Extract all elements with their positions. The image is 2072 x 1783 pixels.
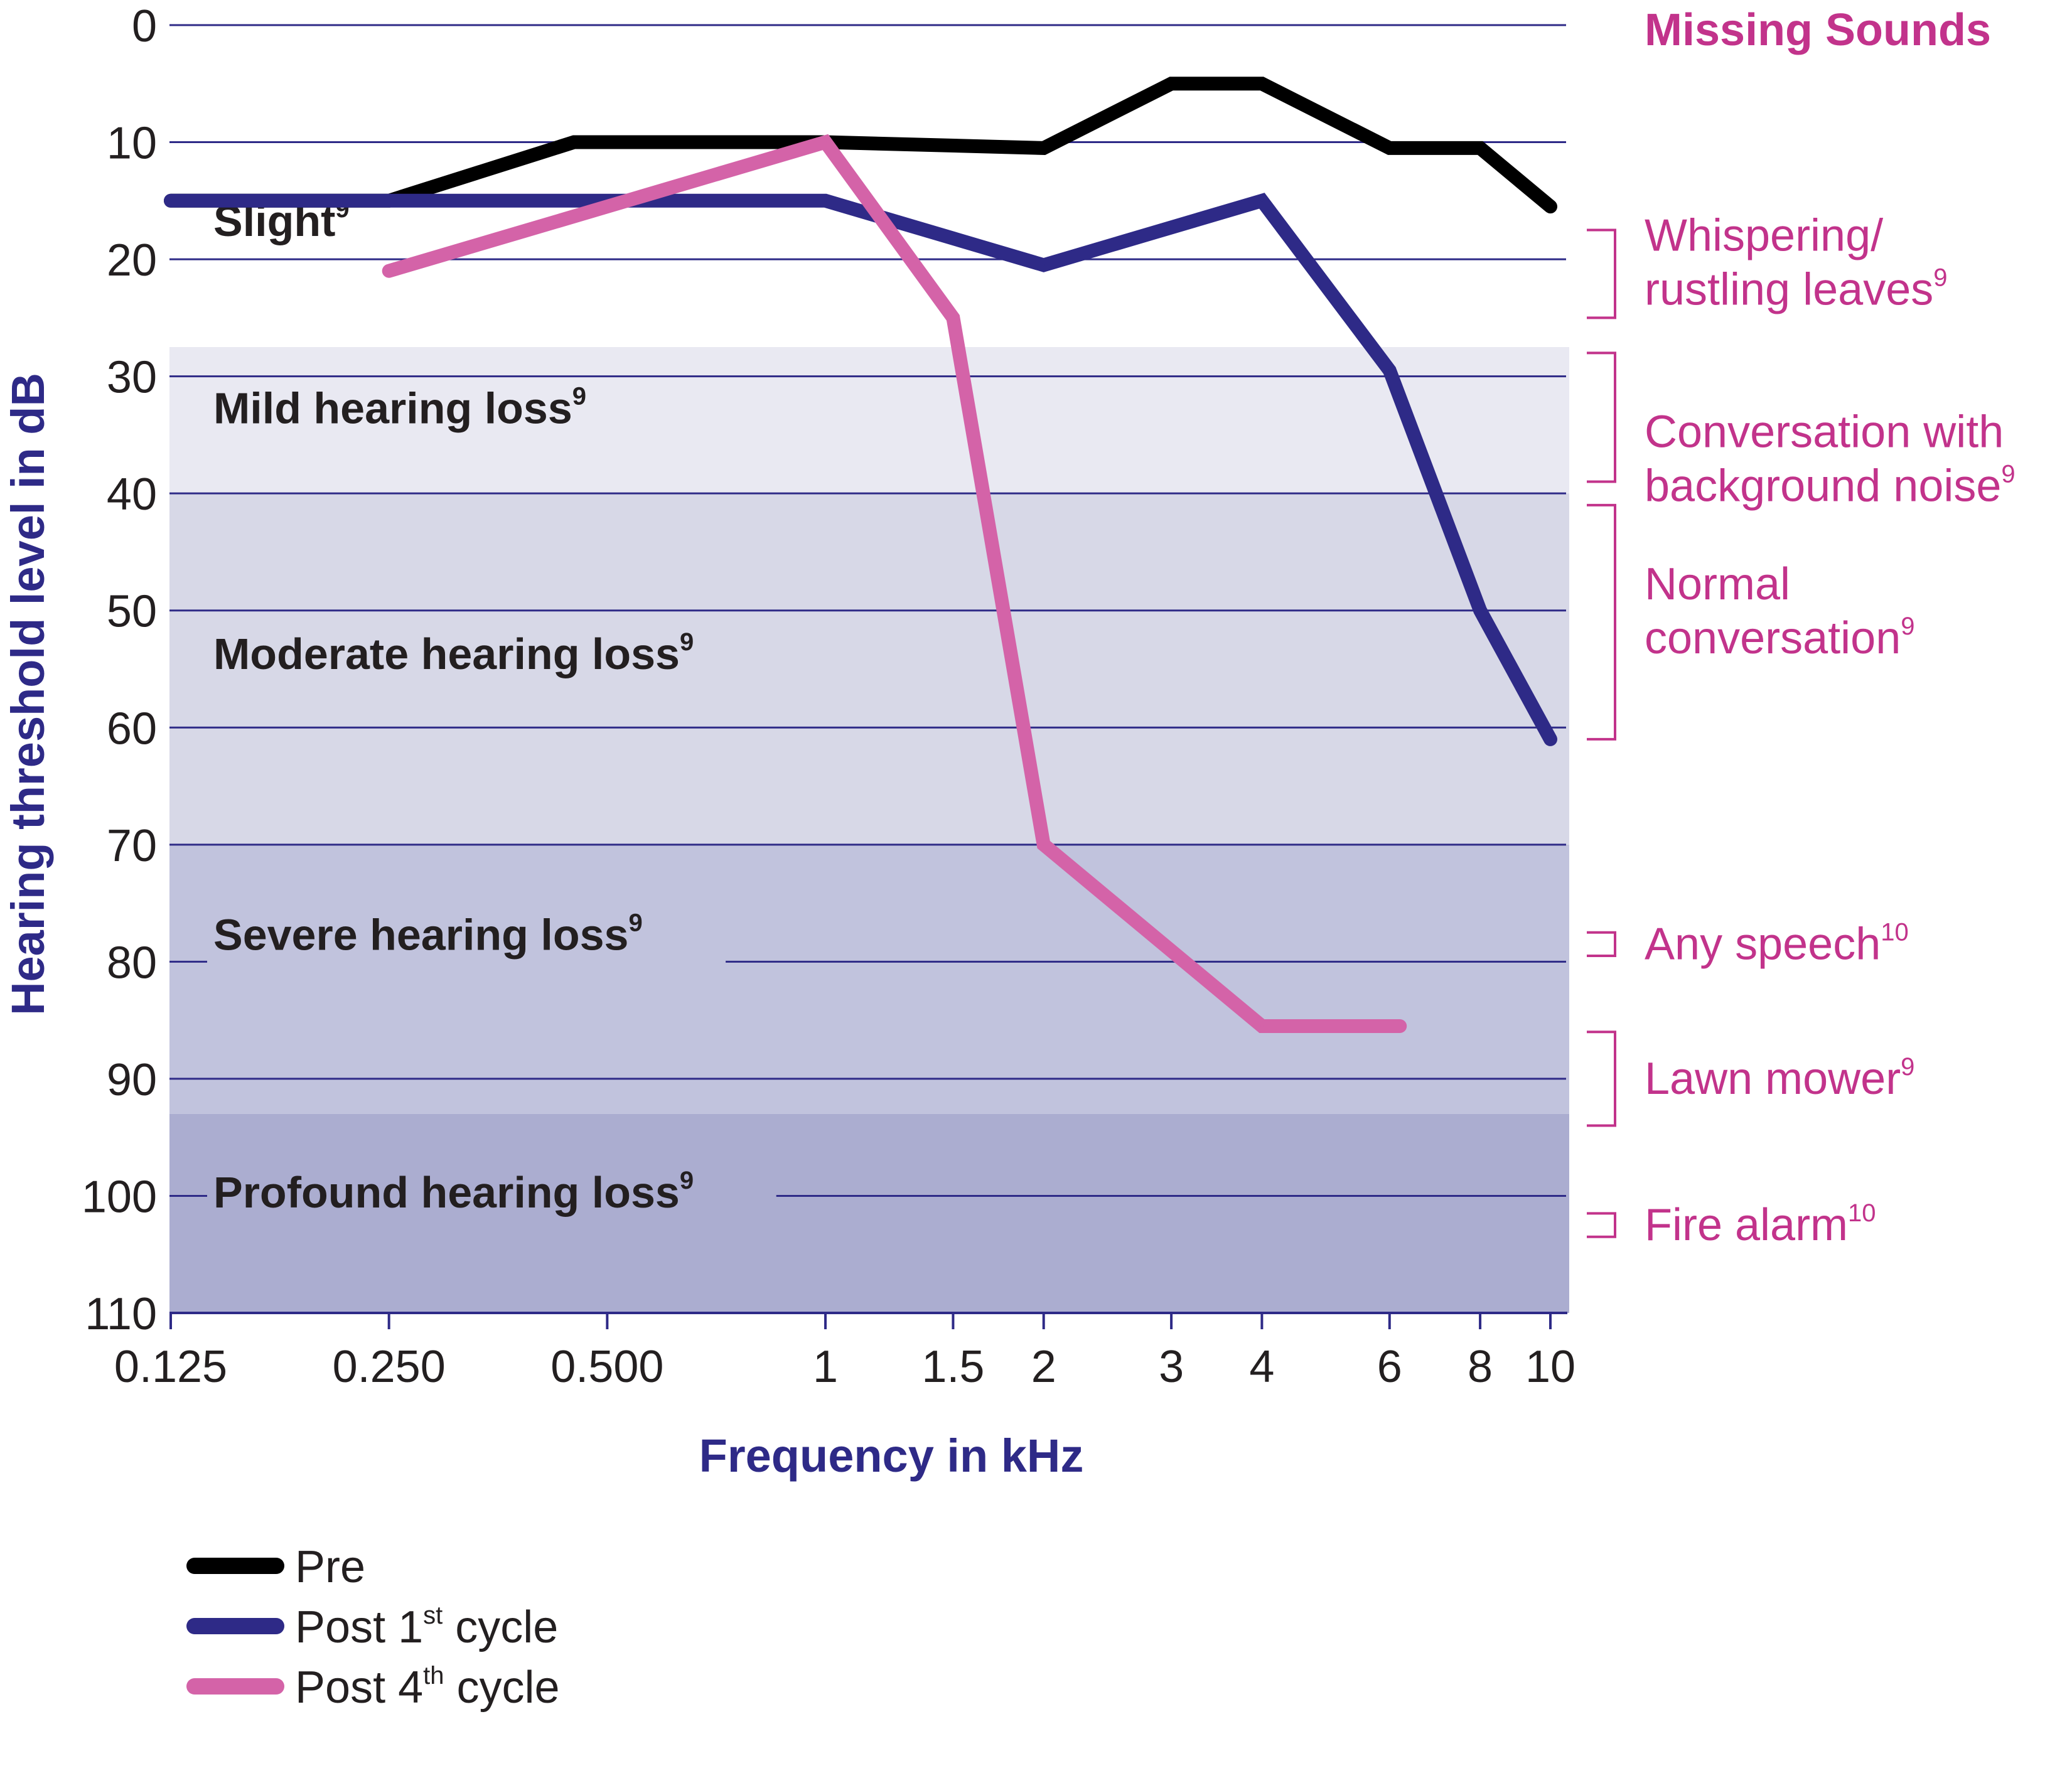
y-tick-label: 50 xyxy=(107,587,157,637)
data-point xyxy=(1398,1024,1402,1027)
data-point xyxy=(1260,82,1264,85)
series-line xyxy=(382,134,1407,1033)
data-point xyxy=(1479,609,1482,612)
data-point xyxy=(1549,737,1552,741)
data-point xyxy=(1388,369,1391,372)
data-point xyxy=(824,199,827,202)
zone-label-backdrop xyxy=(207,1169,776,1222)
x-tick-label: 0.125 xyxy=(114,1342,227,1392)
missing-sound-label: background noise9 xyxy=(1645,460,2016,511)
zone-label-backdrop xyxy=(207,911,726,964)
legend-label: Pre xyxy=(295,1542,365,1592)
x-tick-label: 8 xyxy=(1468,1342,1493,1392)
series-line xyxy=(164,77,1557,214)
x-tick-label: 1 xyxy=(813,1342,838,1392)
bracket-mark xyxy=(1587,1212,1616,1238)
data-point xyxy=(952,316,955,319)
bracket-mark xyxy=(1587,228,1616,319)
zone-label: Profound hearing loss9 xyxy=(213,1167,694,1217)
missing-sound-label: Fire alarm10 xyxy=(1645,1199,1876,1250)
data-point xyxy=(1042,843,1045,846)
y-tick-label: 10 xyxy=(107,119,157,169)
data-point xyxy=(1549,205,1552,208)
x-tick-label: 4 xyxy=(1249,1342,1274,1392)
data-point xyxy=(387,269,390,272)
bracket-mark xyxy=(1587,1031,1616,1127)
x-tick-label: 0.500 xyxy=(550,1342,663,1392)
data-point xyxy=(1042,146,1045,149)
x-tick-label: 1.5 xyxy=(921,1342,984,1392)
x-axis: 0.125 0.250 0.500 1 1.5 2 3 4 6 8 10 xyxy=(114,1312,1575,1392)
missing-sound-label: Any speech10 xyxy=(1645,918,1909,969)
y-tick-label: 0 xyxy=(132,1,157,51)
data-point xyxy=(1260,1024,1264,1027)
data-point xyxy=(169,199,172,202)
data-point xyxy=(1388,146,1391,149)
x-tick-label: 3 xyxy=(1159,1342,1184,1392)
missing-sounds-list: Whispering/rustling leaves9 Conversation … xyxy=(1587,210,2016,1250)
x-tick-label: 2 xyxy=(1031,1342,1056,1392)
data-point xyxy=(1170,82,1173,85)
bracket-mark xyxy=(1587,931,1616,958)
data-point xyxy=(1479,146,1482,149)
data-point xyxy=(824,141,827,144)
y-tick-label: 70 xyxy=(107,821,157,871)
missing-sound-label: Normal xyxy=(1645,559,1790,609)
legend-label: Post 4th cycle xyxy=(295,1662,560,1713)
y-tick-label: 20 xyxy=(107,235,157,286)
zone-label-backdrop xyxy=(207,384,675,437)
y-axis-ticks: 0 10 20 30 40 50 60 70 80 90 100 110 xyxy=(82,1,157,1339)
data-point xyxy=(572,141,576,144)
x-tick-label: 10 xyxy=(1525,1342,1575,1392)
y-tick-label: 40 xyxy=(107,469,157,520)
missing-sound-label: Lawn mower9 xyxy=(1645,1053,1914,1104)
bracket-mark xyxy=(1587,503,1616,741)
x-axis-title: Frequency in kHz xyxy=(699,1430,1084,1482)
zone-label: Severe hearing loss9 xyxy=(213,909,643,960)
data-point xyxy=(1042,264,1045,267)
y-tick-label: 100 xyxy=(82,1172,157,1222)
series-lines xyxy=(164,77,1557,1033)
y-tick-label: 80 xyxy=(107,938,157,988)
zone-label-backdrop xyxy=(207,630,776,683)
missing-sound-label: rustling leaves9 xyxy=(1645,264,1947,314)
y-tick-label: 110 xyxy=(85,1289,157,1339)
bracket-mark xyxy=(1587,351,1616,483)
y-tick-label: 30 xyxy=(107,353,157,403)
legend: Pre Post 1st cycle Post 4th cycle xyxy=(186,1542,560,1713)
series-post-1st-cycle xyxy=(164,193,1557,746)
legend-label: Post 1st cycle xyxy=(295,1602,558,1652)
zone-band xyxy=(169,25,1569,347)
x-tick-label: 6 xyxy=(1377,1342,1402,1392)
missing-sound-label: Conversation with xyxy=(1645,407,2004,457)
y-tick-label: 90 xyxy=(107,1055,157,1105)
zone-label: Mild hearing loss9 xyxy=(213,382,586,432)
missing-sound-label: conversation9 xyxy=(1645,613,1914,663)
data-point xyxy=(1260,199,1264,202)
y-axis-title: Hearing threshold level in dB xyxy=(2,373,54,1015)
zone-label: Moderate hearing loss9 xyxy=(213,628,694,678)
x-tick-label: 0.250 xyxy=(333,1342,446,1392)
zone-band xyxy=(169,844,1569,1114)
missing-sound-label: Whispering/ xyxy=(1645,210,1883,260)
missing-sounds-title: Missing Sounds xyxy=(1645,5,1991,55)
series-post-4th-cycle xyxy=(382,134,1407,1033)
y-tick-label: 60 xyxy=(107,704,157,754)
